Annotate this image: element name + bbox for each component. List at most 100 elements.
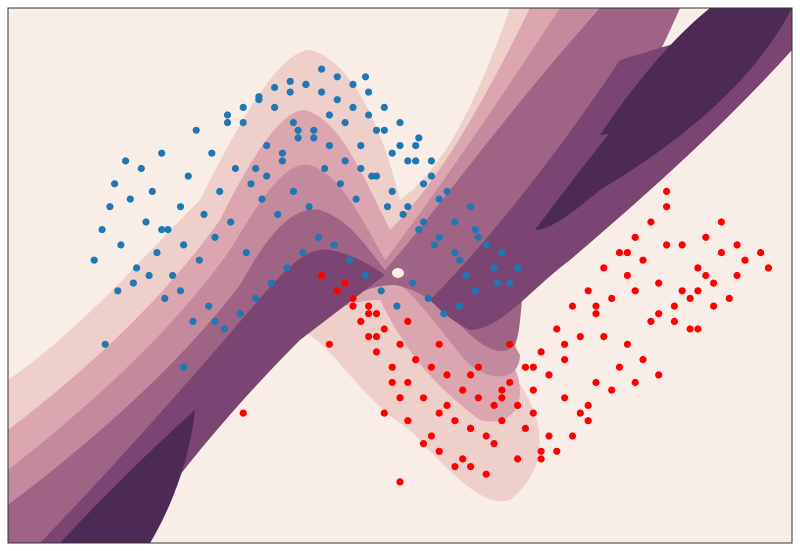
scatter-point (302, 80, 310, 88)
scatter-point (639, 256, 647, 264)
scatter-point (529, 363, 537, 371)
scatter-point (498, 417, 506, 425)
scatter-point (443, 371, 451, 379)
scatter-point (608, 386, 616, 394)
scatter-point (211, 317, 219, 325)
scatter-point (529, 409, 537, 417)
scatter-point (435, 233, 443, 241)
scatter-point (576, 333, 584, 341)
scatter-point (133, 264, 141, 272)
scatter-point (223, 119, 232, 127)
scatter-point (333, 287, 341, 295)
scatter-point (239, 103, 247, 111)
scatter-point (694, 264, 702, 272)
scatter-point (349, 302, 357, 310)
scatter-point (412, 142, 420, 150)
scatter-point (725, 294, 733, 302)
scatter-point (126, 195, 134, 203)
scatter-point (255, 93, 263, 101)
scatter-point (377, 287, 385, 295)
scatter-point (482, 241, 490, 249)
scatter-point (529, 386, 537, 394)
scatter-point (506, 378, 514, 387)
scatter-point (639, 356, 647, 364)
scatter-point (380, 126, 388, 134)
scatter-point (220, 325, 228, 333)
scatter-point (286, 88, 294, 96)
scatter-point (396, 142, 404, 150)
scatter-point (474, 233, 482, 241)
scatter-point (242, 249, 250, 257)
scatter-point (623, 340, 632, 348)
scatter-point (702, 233, 710, 241)
scatter-point (380, 103, 388, 111)
scatter-point (98, 226, 106, 234)
scatter-point (404, 157, 412, 165)
scatter-point (372, 126, 381, 134)
scatter-point (310, 134, 318, 142)
scatter-point (521, 424, 530, 432)
scatter-point (482, 470, 490, 478)
scatter-point (584, 417, 592, 425)
scatter-point (415, 134, 423, 142)
scatter-point (553, 447, 561, 455)
scatter-point (493, 279, 501, 287)
scatter-point (205, 302, 213, 310)
scatter-point (733, 241, 741, 249)
scatter-point (396, 340, 404, 348)
scatter-point (521, 363, 530, 371)
scatter-point (686, 294, 694, 302)
scatter-point (451, 463, 459, 471)
scatter-point (600, 333, 608, 341)
scatter-point (490, 440, 498, 448)
scatter-point (325, 340, 333, 348)
scatter-point (161, 294, 169, 302)
scatter-point (584, 401, 592, 409)
scatter-point (537, 447, 545, 455)
scatter-point (655, 279, 663, 287)
scatter-point (169, 271, 177, 280)
scatter-point (615, 363, 624, 371)
scatter-point (498, 394, 506, 402)
scatter-point (349, 80, 357, 88)
scatter-point (514, 401, 522, 409)
scatter-point (111, 180, 119, 188)
scatter-point (451, 417, 459, 425)
scatter-point (252, 294, 260, 302)
scatter-point (462, 271, 470, 280)
scatter-point (404, 317, 412, 325)
scatter-point (372, 172, 381, 180)
scatter-point (427, 363, 435, 371)
scatter-point (336, 180, 344, 188)
scatter-point (192, 126, 200, 134)
scatter-point (631, 378, 639, 387)
scatter-point (678, 241, 686, 249)
scatter-point (361, 271, 370, 280)
scatter-point (419, 180, 428, 188)
scatter-point (114, 287, 122, 295)
scatter-point (694, 287, 702, 295)
scatter-point (419, 218, 428, 226)
scatter-point (195, 256, 203, 264)
scatter-point (435, 195, 443, 203)
scatter-point (176, 287, 185, 295)
scatter-point (294, 126, 302, 134)
contour-level-6c (600, 8, 760, 135)
scatter-point (419, 440, 428, 448)
scatter-point (733, 271, 741, 280)
scatter-point (467, 463, 475, 471)
scatter-point (239, 409, 247, 417)
scatter-point (663, 187, 671, 195)
scatter-point (647, 218, 655, 226)
scatter-point (592, 378, 600, 387)
scatter-point (333, 96, 341, 104)
scatter-point (372, 310, 381, 318)
scatter-point (184, 172, 192, 180)
scatter-point (158, 149, 166, 157)
scatter-point (211, 233, 219, 241)
scatter-point (490, 401, 498, 409)
scatter-point (537, 348, 545, 356)
scatter-point (459, 386, 467, 394)
scatter-point (710, 279, 718, 287)
